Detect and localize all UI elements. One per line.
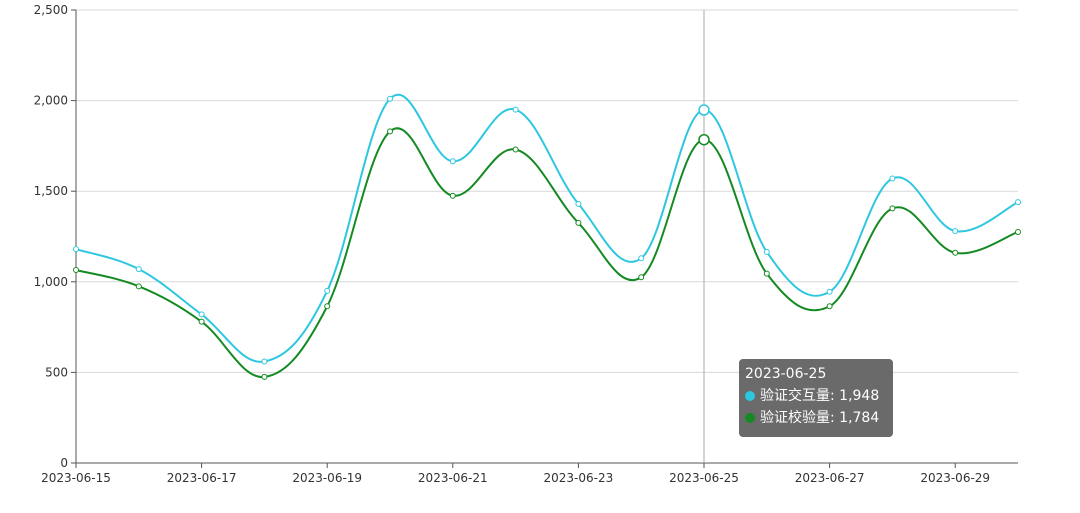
tooltip-row-label: 验证交互量 [760, 388, 830, 404]
tooltip-title: 2023-06-25 [745, 366, 827, 382]
y-tick-label: 1,000 [34, 275, 68, 289]
data-point[interactable] [261, 373, 268, 380]
data-point[interactable] [387, 128, 393, 135]
data-point[interactable] [135, 283, 142, 290]
data-point[interactable] [449, 158, 456, 165]
x-tick-label: 2023-06-15 [41, 471, 111, 485]
data-point[interactable] [638, 274, 645, 281]
grid-lines [76, 9, 1018, 373]
tooltip-row-verification: 验证校验量: 1,784 [745, 407, 887, 429]
data-point[interactable] [638, 255, 645, 262]
series-line-interaction [75, 94, 1019, 363]
tooltip-row-interaction: 验证交互量: 1,948 [745, 385, 887, 407]
data-point[interactable] [952, 249, 959, 256]
tooltip: 2023-06-25 验证交互量: 1,948 验证校验量: 1,784 [739, 359, 893, 437]
data-point[interactable] [512, 146, 519, 153]
tooltip-row-label: 验证校验量 [760, 410, 830, 426]
data-point[interactable] [826, 303, 833, 310]
series-color-dot [745, 391, 755, 401]
x-tick-label: 2023-06-25 [669, 471, 739, 485]
tooltip-row-value: 1,784 [839, 410, 880, 426]
data-point[interactable] [763, 270, 770, 277]
x-tick-label: 2023-06-21 [418, 471, 488, 485]
data-point[interactable] [512, 106, 519, 113]
x-axis-ticks: 2023-06-15 2023-06-17 2023-06-19 2023-06-21… [41, 463, 990, 485]
data-point[interactable] [449, 192, 456, 199]
x-tick-label: 2023-06-17 [167, 471, 237, 485]
series-lines [75, 94, 1019, 378]
data-point[interactable] [387, 95, 393, 102]
tooltip-row-sep: : [830, 388, 840, 404]
y-axis-ticks: 0 500 1,000 1,500 2,000 2,500 [34, 3, 76, 470]
data-point[interactable] [198, 318, 205, 325]
tooltip-row-value: 1,948 [839, 388, 880, 404]
x-tick-label: 2023-06-23 [544, 471, 614, 485]
data-point[interactable] [135, 266, 142, 273]
data-point[interactable] [1015, 199, 1021, 206]
y-tick-label: 1,500 [34, 184, 68, 198]
x-tick-label: 2023-06-27 [795, 471, 865, 485]
data-point[interactable] [889, 175, 896, 182]
data-point[interactable] [261, 358, 268, 365]
data-point[interactable] [698, 133, 710, 146]
series-color-dot [745, 413, 755, 423]
y-tick-label: 0 [60, 456, 68, 470]
tooltip-row-sep: : [830, 410, 840, 426]
data-point[interactable] [73, 267, 79, 274]
data-point[interactable] [575, 219, 582, 226]
data-point[interactable] [324, 303, 331, 310]
y-tick-label: 500 [45, 365, 68, 379]
data-point[interactable] [889, 205, 896, 212]
data-point[interactable] [575, 200, 582, 207]
data-point[interactable] [198, 311, 205, 318]
series-line-verification [75, 127, 1019, 378]
data-point[interactable] [324, 287, 331, 294]
y-tick-label: 2,500 [34, 3, 68, 17]
data-point[interactable] [763, 248, 770, 255]
x-tick-label: 2023-06-19 [292, 471, 362, 485]
series-points[interactable] [73, 95, 1021, 380]
data-point[interactable] [698, 104, 710, 116]
data-point[interactable] [826, 288, 833, 295]
x-tick-label: 2023-06-29 [920, 471, 990, 485]
y-tick-label: 2,000 [34, 94, 68, 108]
axes [75, 10, 1018, 464]
data-point[interactable] [1015, 228, 1021, 235]
data-point[interactable] [73, 246, 79, 253]
data-point[interactable] [952, 228, 959, 235]
